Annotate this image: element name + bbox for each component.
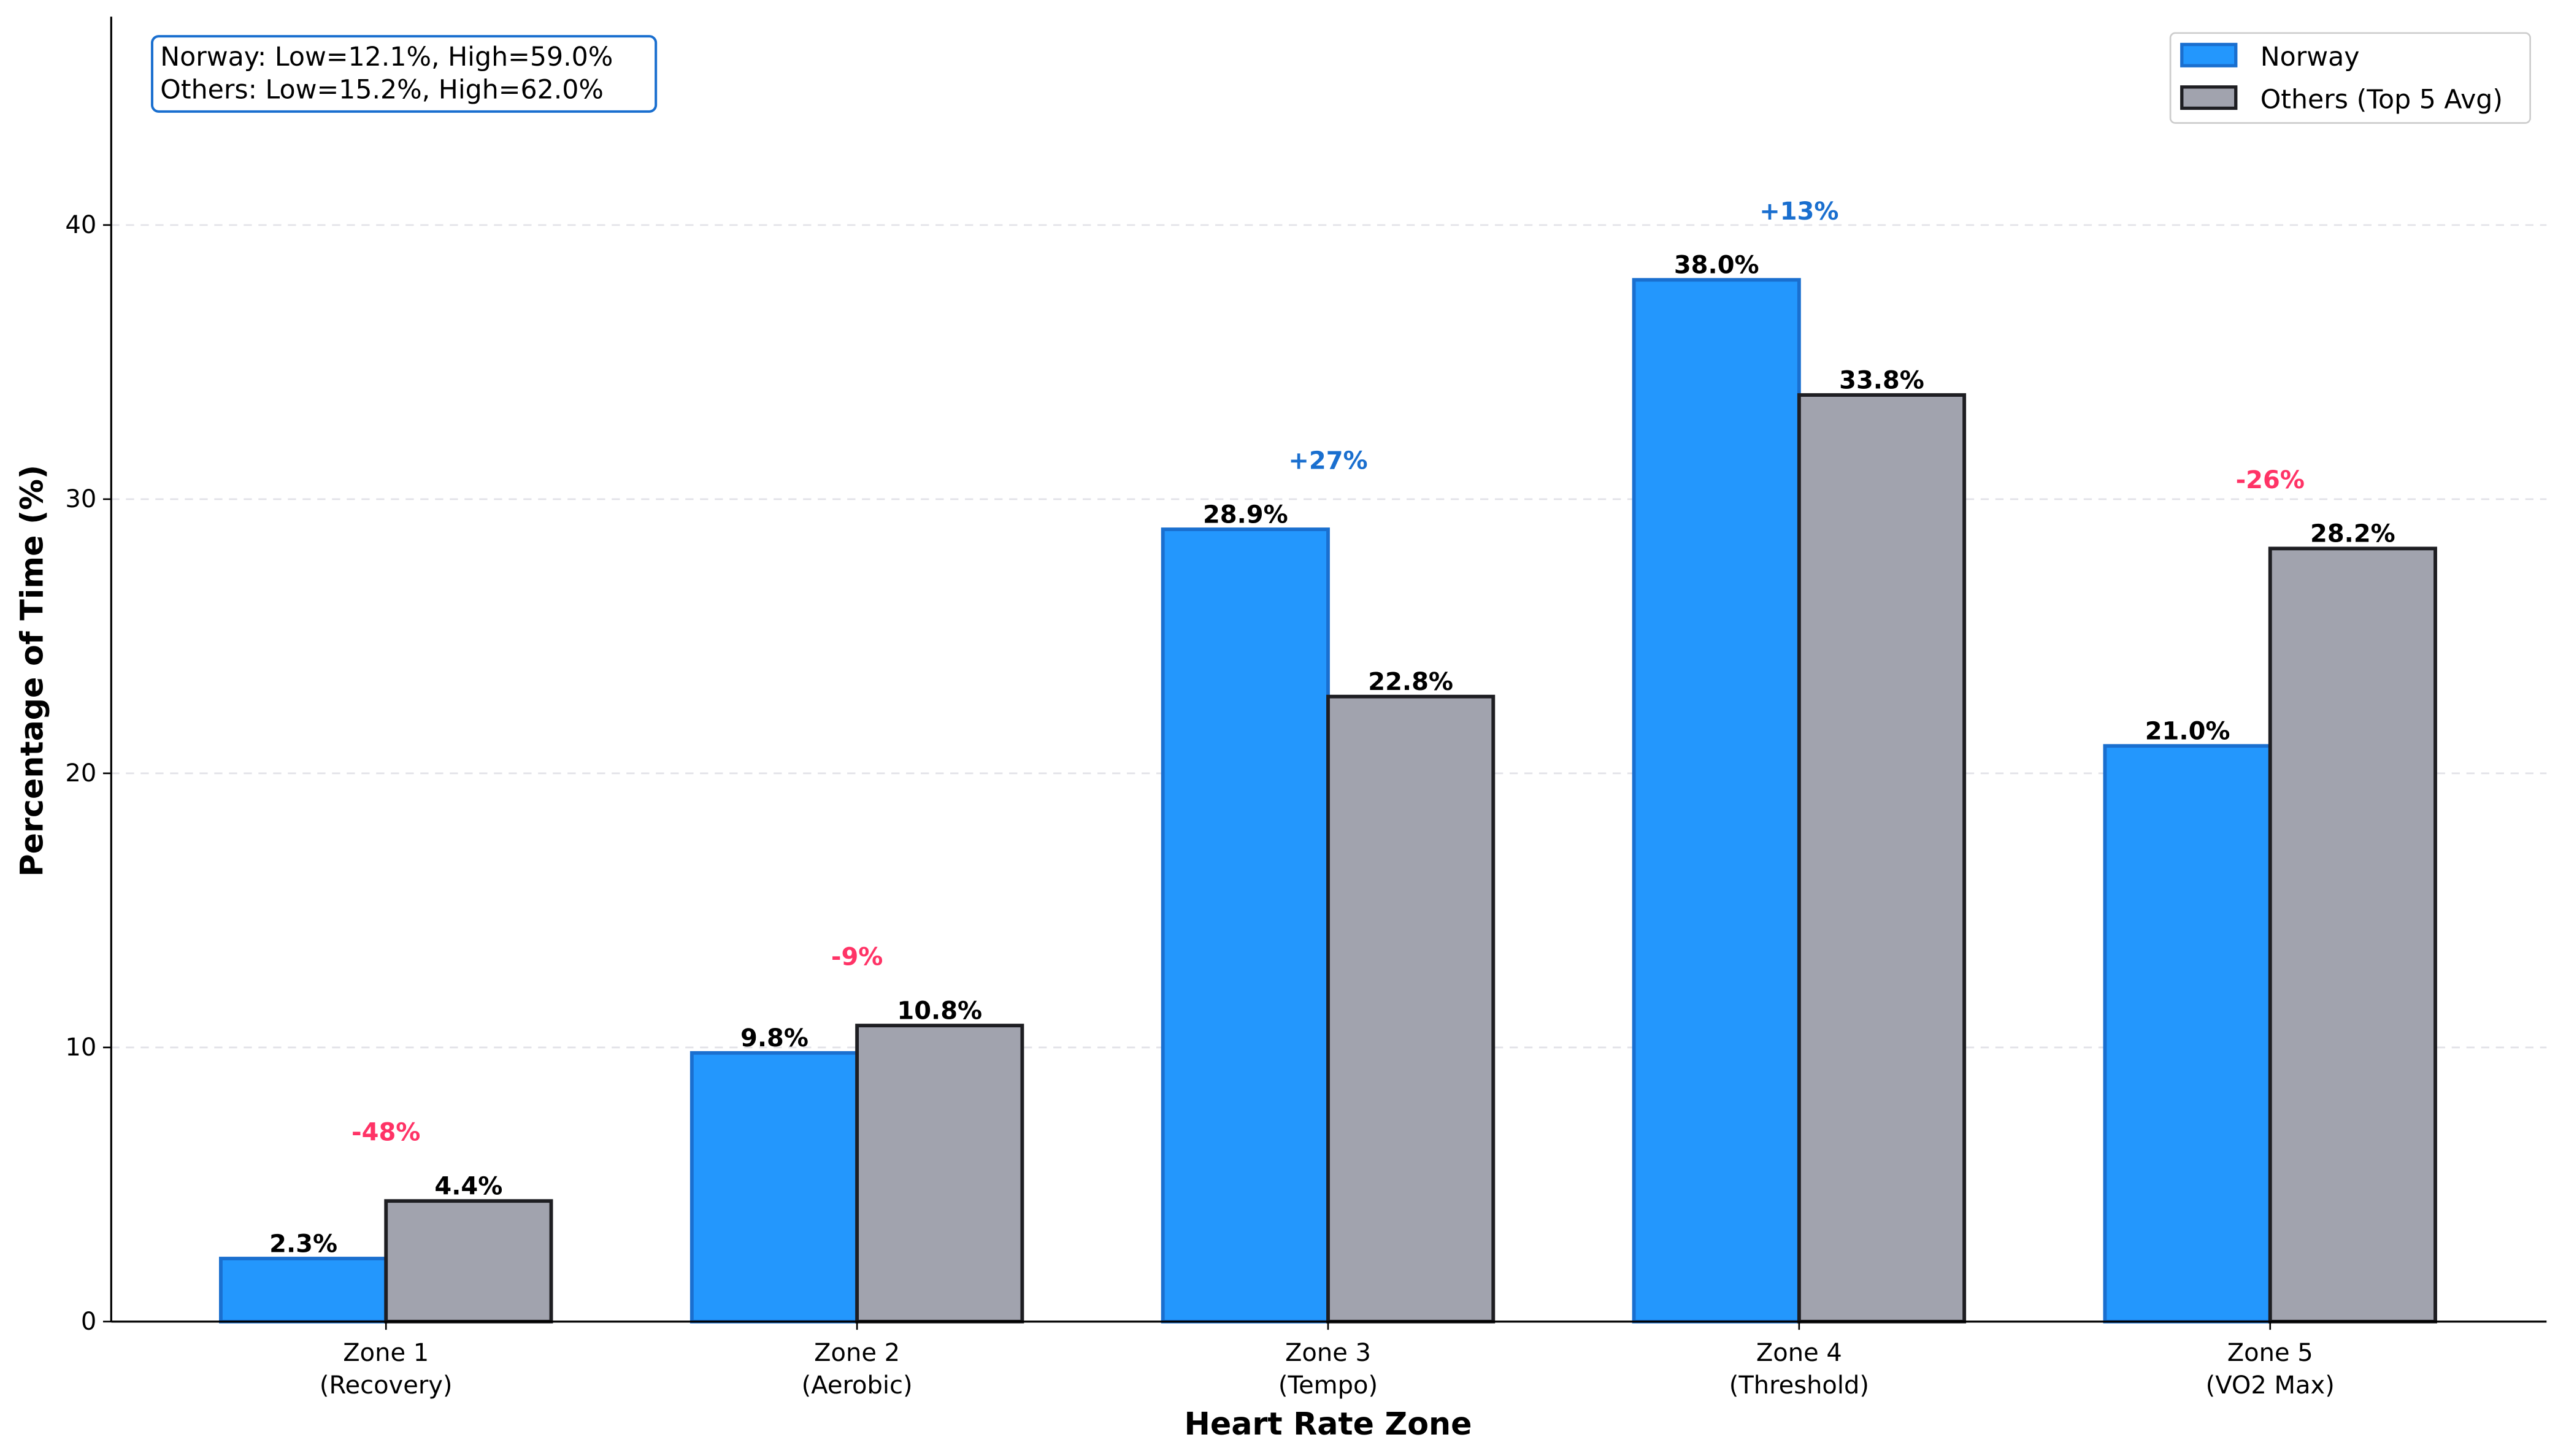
y-tick-label: 20 (65, 759, 96, 787)
value-label: 22.8% (1368, 668, 1453, 696)
x-tick-label: Zone 1 (343, 1339, 429, 1367)
difference-label: +13% (1759, 197, 1838, 226)
difference-label: -26% (2236, 466, 2305, 494)
y-tick-label: 10 (65, 1033, 96, 1062)
x-tick-label: Zone 3 (1285, 1339, 1371, 1367)
x-tick-label: Zone 4 (1756, 1339, 1842, 1367)
legend-label-others: Others (Top 5 Avg) (2260, 84, 2503, 115)
value-label: 28.9% (1203, 500, 1288, 529)
bar-others (384, 1199, 553, 1324)
value-label: 21.0% (2145, 718, 2230, 746)
y-tick-label: 40 (65, 211, 96, 239)
legend: Norway Others (Top 5 Avg) (2169, 32, 2532, 124)
bar-norway (1632, 278, 1801, 1324)
difference-label: -48% (351, 1119, 420, 1147)
bar-others (855, 1024, 1024, 1324)
annotation-box (150, 35, 658, 113)
x-tick-label: Zone 5 (2227, 1339, 2313, 1367)
x-tick-label: Zone 2 (814, 1339, 900, 1367)
value-label: 28.2% (2310, 520, 2395, 548)
y-tick-label: 30 (65, 485, 96, 513)
legend-label-norway: Norway (2260, 42, 2360, 72)
labels: 2.3% 4.4% -48% 9.8% 10.8% -9% 28.9% 22.8% +27% 38… (269, 197, 2395, 1258)
value-label: 38.0% (1674, 251, 1759, 280)
x-tick-sublabel: (VO2 Max) (2206, 1371, 2335, 1400)
x-tick-sublabel: (Threshold) (1729, 1371, 1869, 1400)
legend-swatch-others (2180, 85, 2238, 110)
annotation-line-2: Others: Low=15.2%, High=62.0% (160, 74, 604, 105)
annotation-line-1: Norway: Low=12.1%, High=59.0% (160, 42, 613, 72)
ticks: 0 10 20 30 40 Zone 1 (Recovery) Zone 2 (Aerobic)… (65, 211, 2334, 1400)
value-label: 4.4% (434, 1173, 502, 1201)
bar-others (2268, 546, 2437, 1324)
bar-others (1326, 694, 1496, 1324)
x-axis-label: Heart Rate Zone (1184, 1406, 1472, 1442)
bar-others (1797, 393, 1967, 1324)
bars (219, 278, 2437, 1324)
value-label: 33.8% (1839, 366, 1924, 394)
stats-annotation: Norway: Low=12.1%, High=59.0% Others: Lo… (150, 35, 658, 113)
legend-box (2169, 32, 2532, 124)
bar-norway (219, 1257, 388, 1324)
x-tick-sublabel: (Tempo) (1278, 1371, 1378, 1400)
value-label: 9.8% (740, 1024, 808, 1052)
y-axis-label: Percentage of Time (%) (13, 465, 50, 877)
y-tick-label: 0 (81, 1308, 96, 1336)
value-label: 10.8% (897, 997, 982, 1025)
bar-norway (2103, 744, 2272, 1324)
x-tick-sublabel: (Aerobic) (802, 1371, 913, 1400)
legend-swatch-norway (2180, 42, 2238, 67)
value-label: 2.3% (269, 1230, 337, 1258)
difference-label: +27% (1288, 447, 1367, 475)
difference-label: -9% (831, 943, 883, 971)
x-tick-sublabel: (Recovery) (320, 1371, 453, 1400)
bar-norway (1161, 527, 1330, 1324)
bar-norway (689, 1051, 859, 1324)
